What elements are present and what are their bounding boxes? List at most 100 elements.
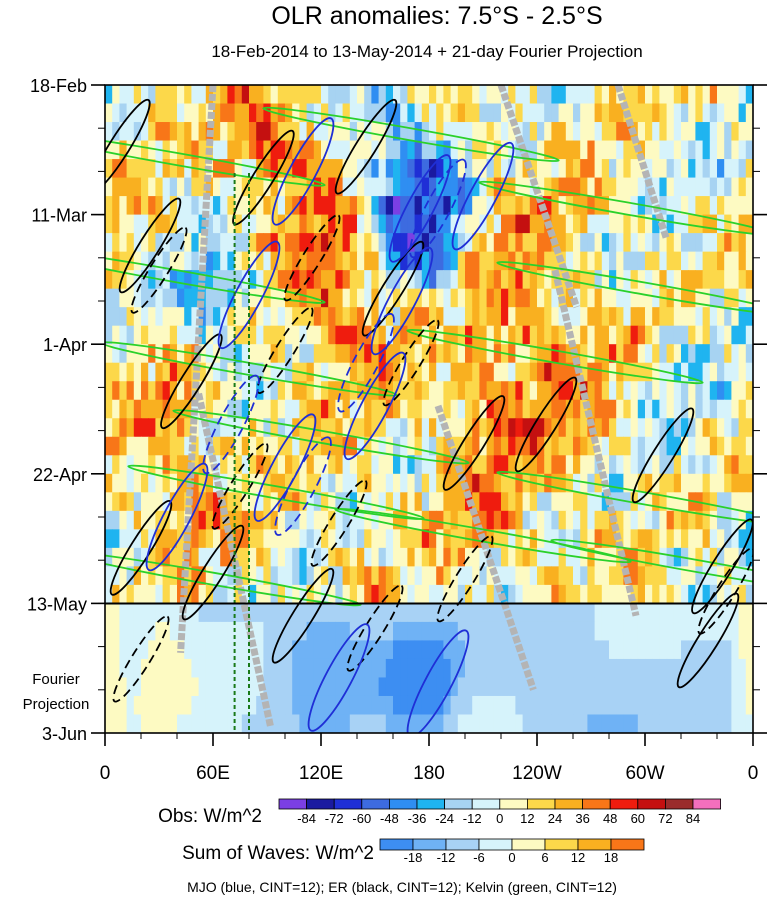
field-cell xyxy=(169,529,178,549)
field-cell xyxy=(745,714,753,733)
field-cell xyxy=(465,455,473,475)
field-cell xyxy=(292,436,300,456)
field-cell xyxy=(515,455,524,475)
field-cell xyxy=(205,529,214,549)
field-cell xyxy=(313,436,322,456)
field-cell xyxy=(645,177,653,197)
field-cell xyxy=(609,122,617,142)
field-cell xyxy=(256,103,264,123)
field-cell xyxy=(227,714,236,733)
field-cell xyxy=(501,103,509,123)
kelvin-contour xyxy=(105,131,326,187)
field-cell xyxy=(457,288,466,308)
field-cell xyxy=(321,103,329,123)
field-cell xyxy=(508,270,516,290)
field-cell xyxy=(306,418,315,438)
field-cell xyxy=(306,381,315,401)
field-cell xyxy=(313,584,322,604)
field-cell xyxy=(609,85,617,105)
field-cell xyxy=(342,584,351,604)
field-cell xyxy=(580,103,588,123)
field-cell xyxy=(141,436,149,456)
field-cell xyxy=(306,658,315,679)
field-cell xyxy=(429,140,437,160)
field-cell xyxy=(616,325,624,345)
field-cell xyxy=(465,214,473,234)
field-cell xyxy=(544,510,552,530)
field-cell xyxy=(321,177,329,197)
field-cell xyxy=(724,196,732,216)
field-cell xyxy=(414,640,423,660)
field-cell xyxy=(515,251,524,271)
field-cell xyxy=(220,85,228,105)
field-cell xyxy=(580,381,588,401)
field-cell xyxy=(537,455,545,475)
field-cell xyxy=(220,196,228,216)
field-cell xyxy=(133,362,142,382)
field-cell xyxy=(544,270,552,290)
field-cell xyxy=(126,288,135,308)
field-cell xyxy=(400,529,408,549)
field-cell xyxy=(407,122,416,142)
field-cell xyxy=(436,381,444,401)
field-cell xyxy=(364,492,372,512)
field-cell xyxy=(630,344,639,364)
field-cell xyxy=(623,473,632,493)
field-cell xyxy=(133,603,142,623)
field-cell xyxy=(472,159,480,179)
field-cell xyxy=(177,492,185,512)
field-cell xyxy=(695,529,704,549)
field-cell xyxy=(407,529,416,549)
field-cell xyxy=(738,714,747,733)
field-cell xyxy=(414,196,423,216)
field-cell xyxy=(666,85,675,105)
field-cell xyxy=(493,603,502,623)
field-cell xyxy=(133,251,142,271)
field-cell xyxy=(580,307,588,327)
field-cell xyxy=(421,455,430,475)
field-cell xyxy=(112,621,120,642)
field-cell xyxy=(249,566,257,586)
field-cell xyxy=(479,455,488,475)
field-cell xyxy=(328,307,336,327)
field-cell xyxy=(162,584,171,604)
field-cell xyxy=(738,288,747,308)
field-cell xyxy=(292,159,300,179)
field-cell xyxy=(349,140,358,160)
field-cell xyxy=(551,399,560,419)
field-cell xyxy=(688,640,696,660)
field-cell xyxy=(342,177,351,197)
mjo-contour xyxy=(217,240,281,350)
field-cell xyxy=(436,270,444,290)
field-cell xyxy=(393,418,401,438)
field-cell xyxy=(299,584,308,604)
mjo-contour xyxy=(451,141,515,251)
field-cell xyxy=(141,344,149,364)
field-cell xyxy=(681,288,689,308)
field-cell xyxy=(745,325,753,345)
field-cell xyxy=(673,196,682,216)
field-cell xyxy=(630,381,639,401)
field-cell xyxy=(630,455,639,475)
field-cell xyxy=(335,140,344,160)
field-cell xyxy=(702,436,711,456)
field-cell xyxy=(400,418,408,438)
field-cell xyxy=(292,177,300,197)
field-cell xyxy=(443,492,452,512)
field-cell xyxy=(443,381,452,401)
field-cell xyxy=(256,196,264,216)
field-cell xyxy=(601,677,610,697)
field-cell xyxy=(573,695,581,716)
field-cell xyxy=(385,159,394,179)
field-cell xyxy=(378,251,387,271)
field-cell xyxy=(717,714,725,733)
field-cell xyxy=(328,362,336,382)
field-cell xyxy=(177,103,185,123)
field-cell xyxy=(198,603,207,623)
field-cell xyxy=(249,140,257,160)
field-cell xyxy=(558,658,567,679)
field-cell xyxy=(616,714,624,733)
field-cell xyxy=(652,510,660,530)
field-cell xyxy=(335,455,344,475)
field-cell xyxy=(213,603,221,623)
